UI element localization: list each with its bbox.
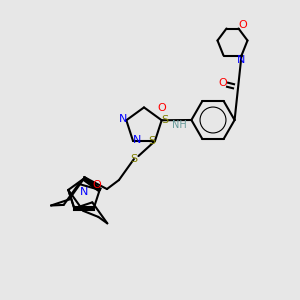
Text: N: N [80,187,88,197]
Text: S: S [148,136,155,146]
Text: O: O [219,78,227,88]
Text: S: S [130,154,137,164]
Text: O: O [92,179,101,190]
Text: O: O [157,103,166,113]
Text: N: N [237,55,246,65]
Text: S: S [162,115,169,125]
Text: N: N [118,114,127,124]
Text: N: N [133,134,141,145]
Text: O: O [238,20,247,31]
Text: NH: NH [172,120,187,130]
